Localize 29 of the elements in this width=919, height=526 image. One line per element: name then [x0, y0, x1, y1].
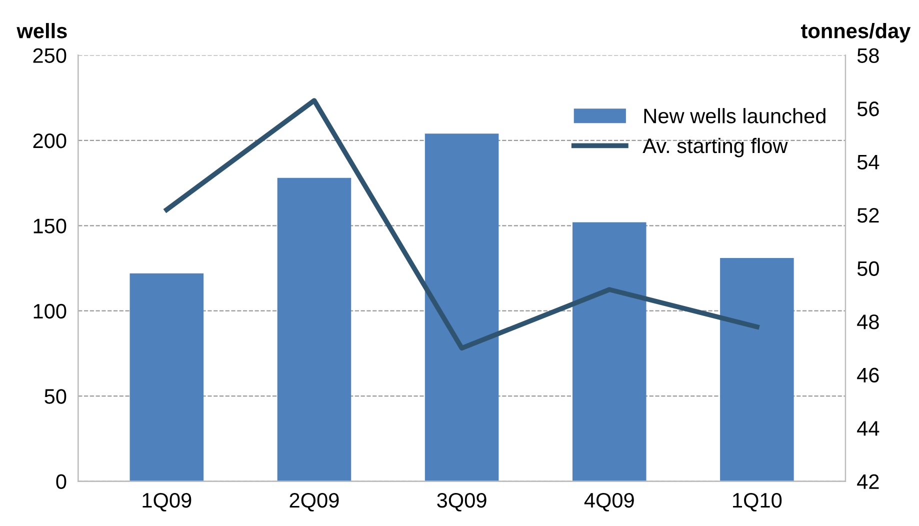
bar: [277, 178, 352, 482]
y-tick-label: 0: [56, 474, 66, 490]
y-tick-label: 50: [44, 389, 66, 404]
bar: [130, 273, 204, 482]
y2-tick-label: 52: [857, 208, 879, 223]
x-tick-label: 3Q09: [437, 492, 486, 512]
bar: [424, 134, 499, 482]
y2-tick-label: 44: [857, 421, 880, 436]
y-tick-label: 200: [33, 133, 66, 148]
y2-tick-label: 50: [857, 261, 879, 276]
x-tick-label: 1Q10: [733, 492, 782, 512]
bar: [720, 258, 794, 482]
y2-tick-label: 58: [857, 48, 879, 63]
y2-tick-label: 48: [857, 314, 879, 330]
legend-label: Av. starting flow: [642, 138, 788, 158]
x-tick-label: 4Q09: [584, 492, 634, 512]
y-tick-label: 250: [33, 48, 66, 63]
y-axis-title: wells: [16, 23, 67, 38]
y-tick-label: 100: [34, 304, 66, 319]
legend-label: New wells launched: [644, 108, 826, 124]
x-tick-label: 1Q09: [142, 492, 192, 512]
y2-axis-title: tonnes/day: [800, 23, 911, 42]
bar: [572, 222, 646, 482]
y2-tick-label: 42: [857, 474, 879, 489]
x-tick-label: 2Q09: [290, 492, 339, 512]
y2-tick-label: 54: [857, 154, 880, 170]
y2-tick-label: 56: [857, 101, 879, 116]
y2-tick-label: 46: [857, 368, 879, 383]
y-tick-label: 150: [34, 218, 66, 234]
